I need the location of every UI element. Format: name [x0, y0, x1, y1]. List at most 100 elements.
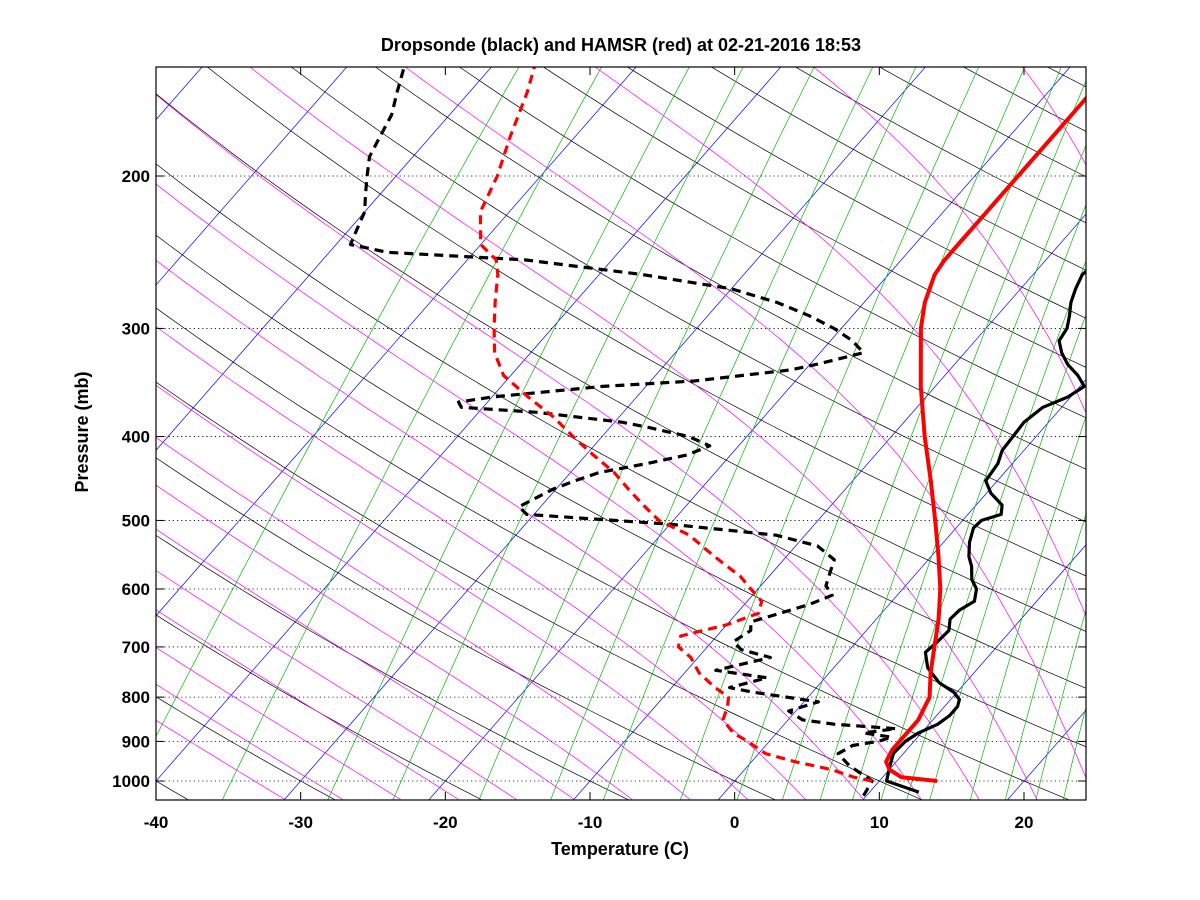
moist-adiabat-line: [156, 437, 690, 800]
moist-adiabat-line: [813, 67, 1086, 414]
isotherm-line: [717, 378, 1086, 800]
x-tick-label: 20: [1015, 813, 1034, 832]
dry-adiabat-line: [206, 67, 1086, 577]
mixing-ratio-line: [392, 67, 744, 800]
mixing-ratio-line: [969, 415, 1086, 800]
y-tick-label: 800: [122, 688, 150, 707]
dry-adiabat-line: [1112, 14, 1200, 810]
mixing-ratio-line: [1086, 14, 1200, 810]
dry-adiabat-line: [626, 67, 1086, 319]
moist-adiabat-line: [156, 484, 633, 800]
mixing-ratio-line: [1129, 14, 1200, 810]
chart-title: Dropsonde (black) and HAMSR (red) at 02-…: [381, 35, 861, 55]
isotherm-line: [156, 67, 492, 451]
isobar-gridlines: [156, 175, 1086, 782]
mixing-ratio-line: [929, 313, 1086, 800]
mixing-ratio-line: [221, 67, 602, 800]
x-tick-label: -20: [433, 813, 458, 832]
moist-adiabat-line: [156, 570, 517, 800]
mixing-ratio-line: [852, 144, 1086, 800]
y-tick-label: 1000: [112, 772, 150, 791]
y-tick-label: 300: [122, 319, 150, 338]
x-tick-label: -30: [288, 813, 313, 832]
moist-adiabat-line: [404, 67, 1086, 779]
series-line-2: [884, 95, 1086, 783]
moist-adiabat-line: [156, 94, 980, 800]
dry-adiabat-line: [156, 534, 630, 800]
mixing-ratio-line: [327, 67, 690, 800]
isotherm-line: [156, 67, 637, 617]
moist-adiabat-line: [156, 326, 806, 800]
y-tick-label: 900: [122, 732, 150, 751]
dry-adiabat-line: [156, 614, 483, 800]
dry-adiabat-line: [156, 93, 1086, 632]
dry-adiabat-line: [374, 67, 1086, 470]
moist-adiabat-line: [594, 67, 1086, 618]
mixing-ratio-line: [478, 67, 815, 800]
x-tick-labels: -40 -30 -20 -10 0 10 20: [144, 813, 1034, 832]
dry-adiabat-line: [542, 67, 1086, 368]
dry-adiabat-line: [1193, 14, 1200, 810]
mixing-ratio-line: [736, 67, 1026, 800]
axis-ticks: [155, 67, 1086, 800]
moist-adiabat-line: [156, 609, 459, 800]
mixing-ratio-line: [906, 259, 1086, 800]
x-tick-label: 0: [730, 813, 739, 832]
dry-adiabat-line: [156, 780, 190, 800]
y-tick-label: 400: [122, 428, 150, 447]
moist-adiabat-line: [1021, 67, 1086, 166]
dry-adiabat-line: [878, 67, 1086, 178]
dry-adiabat-line: [156, 696, 337, 800]
mixing-ratio-line: [819, 80, 1086, 800]
y-tick-label: 500: [122, 511, 150, 530]
y-tick-label: 200: [122, 167, 150, 186]
mixing-ratio-line: [781, 67, 1062, 800]
isotherm-line: [1006, 709, 1086, 800]
mixing-ratio-line: [1062, 705, 1086, 800]
isotherm-line: [156, 67, 782, 782]
mixing-ratio-line: [1167, 14, 1200, 810]
dry-adiabat-line: [156, 307, 1071, 800]
x-axis-label: Temperature (C): [551, 839, 689, 859]
mixing-ratio-line: [679, 67, 980, 800]
y-tick-label: 600: [122, 580, 150, 599]
dry-adiabat-line: [290, 67, 1086, 523]
mixing-ratio-line: [156, 67, 520, 738]
isotherm-line: [1143, 14, 1200, 810]
moist-adiabat-line: [156, 719, 285, 800]
moist-adiabat-line: [156, 183, 922, 800]
moist-adiabat-line: [156, 528, 575, 800]
series-line-3: [478, 67, 873, 783]
dry-adiabat-line: [156, 234, 1086, 748]
y-tick-labels: 200 300 400 500 600 700 800 900 1000: [112, 167, 150, 791]
x-tick-label: -10: [578, 813, 603, 832]
moist-adiabat-line: [156, 647, 401, 800]
isotherm-line: [283, 67, 926, 800]
isotherm-line: [428, 67, 1071, 800]
plot-frame: [155, 66, 1087, 801]
dry-adiabat-line: [156, 381, 924, 800]
moist-adiabat-line: [156, 683, 343, 800]
dry-adiabat-line: [1046, 67, 1086, 88]
isotherm-line: [862, 544, 1086, 800]
moist-adiabat-line: [156, 259, 864, 800]
isotherm-line: [572, 213, 1086, 800]
x-tick-label: -40: [144, 813, 169, 832]
x-tick-label: 10: [870, 813, 889, 832]
isotherm-line: [156, 67, 348, 286]
moist-adiabat-line: [156, 384, 748, 800]
mixing-ratio-line: [1004, 512, 1086, 800]
dry-adiabat-line: [156, 163, 1086, 689]
series-line-1: [348, 67, 898, 797]
dry-adiabat-line: [458, 67, 1086, 419]
y-axis-label: Pressure (mb): [72, 371, 92, 492]
dry-adiabat-line: [156, 457, 777, 800]
y-tick-label: 700: [122, 638, 150, 657]
series-layer: [348, 67, 1086, 797]
background-lines: [156, 14, 1200, 810]
mixing-ratio-line: [550, 67, 874, 800]
moist-adiabat-line: [249, 67, 1038, 800]
series-line-0: [885, 269, 1086, 794]
mixing-ratio-line: [1035, 608, 1086, 800]
